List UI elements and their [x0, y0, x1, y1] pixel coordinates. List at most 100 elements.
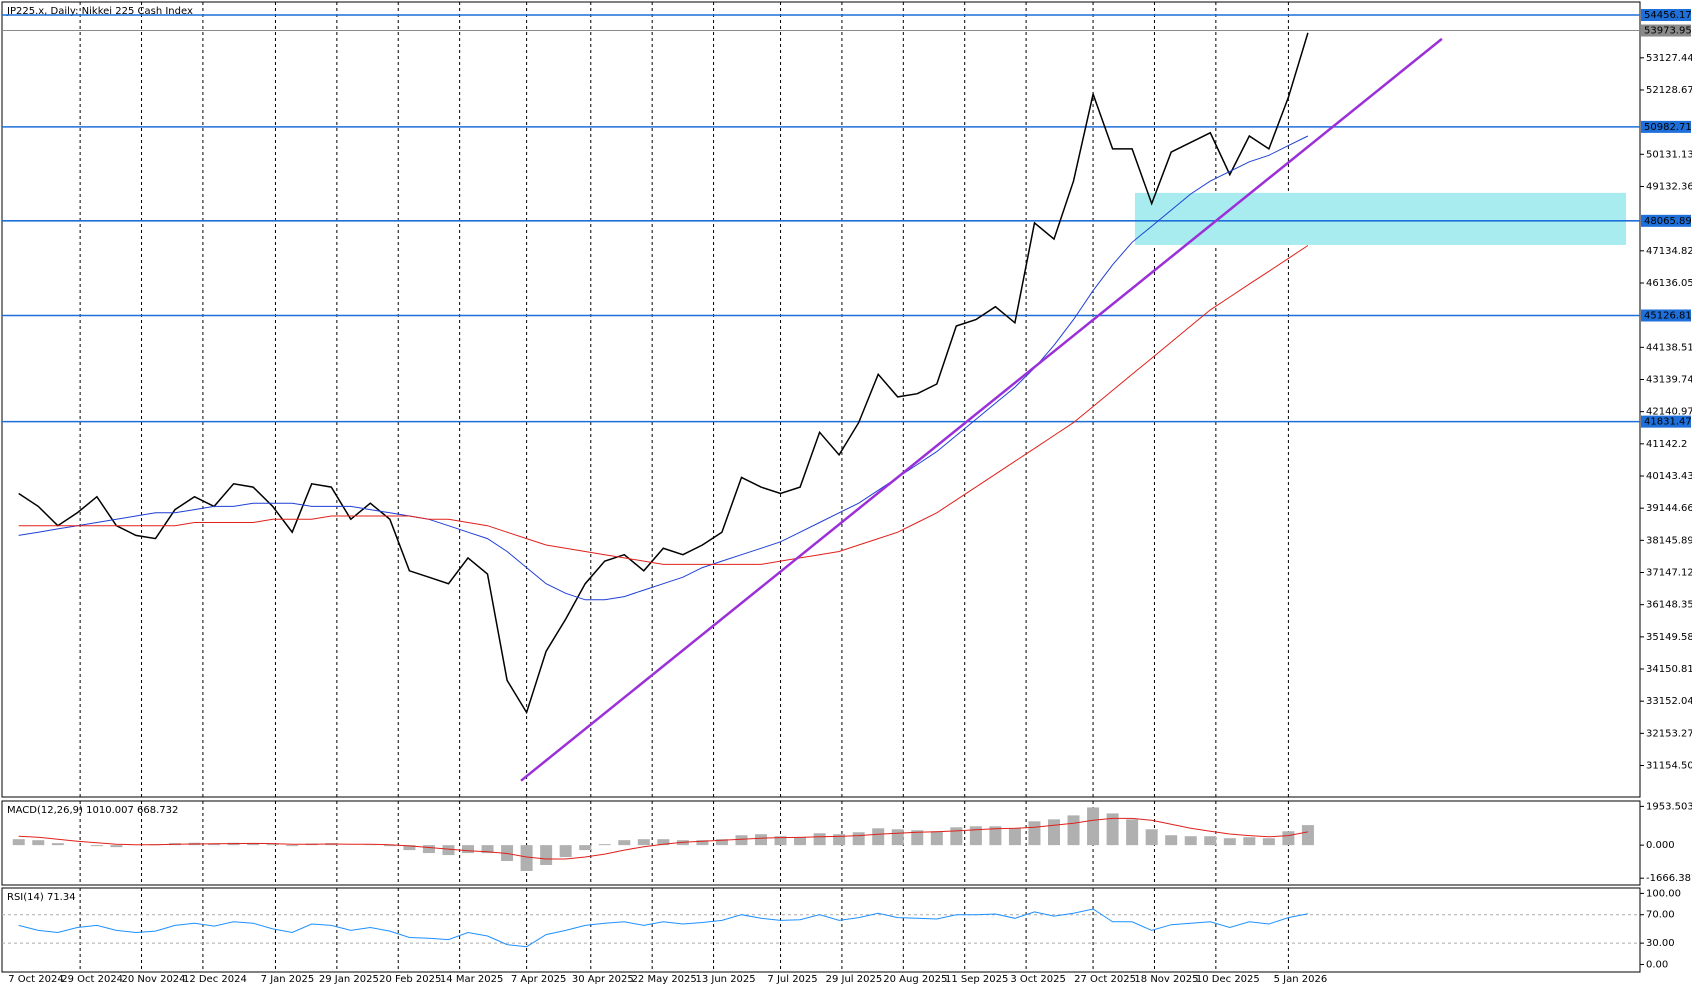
x-tick-label: 12 Dec 2024	[183, 974, 247, 985]
zone	[1134, 192, 1627, 245]
level-label-box	[1641, 9, 1691, 22]
level-label: 50982.71	[1644, 122, 1692, 133]
histogram-bar	[696, 840, 709, 846]
histogram-bar	[637, 839, 650, 846]
y-tick-label: 34150.81	[1646, 664, 1692, 675]
x-tick-label: 7 Oct 2024	[8, 974, 63, 985]
histogram-bar	[247, 843, 260, 846]
x-tick-label: 29 Oct 2024	[61, 974, 123, 985]
histogram-bar	[813, 833, 826, 846]
y-tick-label: 46136.05	[1646, 278, 1692, 289]
histogram-bar	[598, 844, 611, 846]
series-line	[18, 817, 1308, 860]
level-label-box	[1641, 415, 1691, 428]
histogram-bar	[51, 843, 64, 846]
y-tick-label: 37147.12	[1646, 568, 1692, 579]
y-tick-label: 44138.51	[1646, 342, 1692, 353]
x-tick-label: 22 May 2025	[632, 974, 697, 985]
x-tick-label: 10 Dec 2025	[1196, 974, 1260, 985]
histogram-bar	[1106, 813, 1119, 846]
histogram-bar	[442, 845, 455, 856]
y-tick-label: 38145.89	[1646, 535, 1692, 546]
histogram-bar	[969, 826, 982, 846]
level-label: 48065.89	[1644, 216, 1692, 227]
y-tick-label: 42140.97	[1646, 407, 1692, 418]
series-line	[18, 908, 1308, 948]
y-tick-label: 30.00	[1646, 938, 1675, 949]
histogram-bar	[422, 845, 435, 854]
histogram-bar	[930, 831, 943, 846]
x-tick-label: 29 Jul 2025	[826, 974, 883, 985]
y-tick-label: 33152.04	[1646, 696, 1692, 707]
histogram-bar	[286, 845, 299, 847]
histogram-bar	[852, 832, 865, 846]
level-label-box	[1641, 24, 1691, 37]
panel-border	[1, 887, 1641, 973]
series-line	[18, 135, 1309, 601]
histogram-bar	[891, 829, 904, 846]
histogram-bar	[12, 839, 25, 846]
histogram-bar	[208, 843, 221, 846]
y-tick-label: 39144.66	[1646, 503, 1692, 514]
histogram-bar	[90, 845, 103, 847]
histogram-bar	[1301, 825, 1314, 846]
y-tick-label: -1666.387	[1646, 873, 1692, 884]
histogram-bar	[579, 845, 592, 851]
histogram-bar	[1145, 829, 1158, 846]
x-tick-label: 5 Jan 2026	[1274, 974, 1328, 985]
level-label: 45126.81	[1644, 310, 1692, 321]
histogram-bar	[833, 834, 846, 846]
histogram-bar	[794, 837, 807, 846]
x-tick-label: 7 Jul 2025	[767, 974, 817, 985]
y-tick-label: 31154.50	[1646, 761, 1692, 772]
y-tick-label: 41142.2	[1646, 439, 1687, 450]
y-tick-label: 43139.74	[1646, 374, 1692, 385]
y-tick-label: 53127.44	[1646, 53, 1692, 64]
histogram-bar	[1204, 836, 1217, 846]
histogram-bar	[1262, 838, 1275, 846]
histogram-bar	[774, 836, 787, 846]
histogram-bar	[618, 840, 631, 846]
x-tick-label: 20 Aug 2025	[883, 974, 947, 985]
histogram-bar	[1282, 831, 1295, 846]
panel-title: RSI(14) 71.34	[7, 892, 76, 903]
histogram-bar	[520, 845, 533, 871]
histogram-bar	[755, 834, 768, 846]
y-tick-label: 0.000	[1646, 840, 1675, 851]
series-line	[18, 245, 1309, 565]
x-tick-label: 20 Nov 2024	[121, 974, 185, 985]
panel-border	[1, 1, 1641, 798]
histogram-bar	[872, 828, 885, 846]
x-tick-label: 20 Feb 2025	[379, 974, 441, 985]
level-label: 54456.17	[1644, 10, 1692, 21]
histogram-bar	[715, 839, 728, 846]
histogram-bar	[1048, 819, 1061, 846]
histogram-bar	[383, 845, 396, 847]
y-tick-label: 49132.36	[1646, 181, 1692, 192]
histogram-bar	[989, 826, 1002, 846]
y-tick-label: 1953.503	[1646, 801, 1692, 812]
y-tick-label: 50131.13	[1646, 149, 1692, 160]
histogram-bar	[1184, 836, 1197, 846]
level-label-box	[1641, 120, 1691, 133]
histogram-bar	[1223, 838, 1236, 846]
y-tick-label: 70.00	[1646, 910, 1675, 921]
x-tick-label: 3 Oct 2025	[1010, 974, 1065, 985]
level-label: 53973.95	[1644, 26, 1692, 37]
histogram-bar	[32, 840, 45, 846]
y-tick-label: 40143.43	[1646, 471, 1692, 482]
histogram-bar	[540, 845, 553, 865]
y-tick-label: 47134.82	[1646, 246, 1692, 257]
panel-border	[1, 800, 1641, 886]
histogram-bar	[1028, 821, 1041, 846]
x-tick-label: 29 Jan 2025	[319, 974, 379, 985]
x-tick-label: 30 Apr 2025	[572, 974, 634, 985]
histogram-bar	[481, 845, 494, 854]
level-label: 41831.47	[1644, 417, 1692, 428]
histogram-bar	[657, 839, 670, 846]
x-tick-label: 7 Apr 2025	[511, 974, 566, 985]
histogram-bar	[1067, 815, 1080, 846]
histogram-bar	[950, 827, 963, 846]
